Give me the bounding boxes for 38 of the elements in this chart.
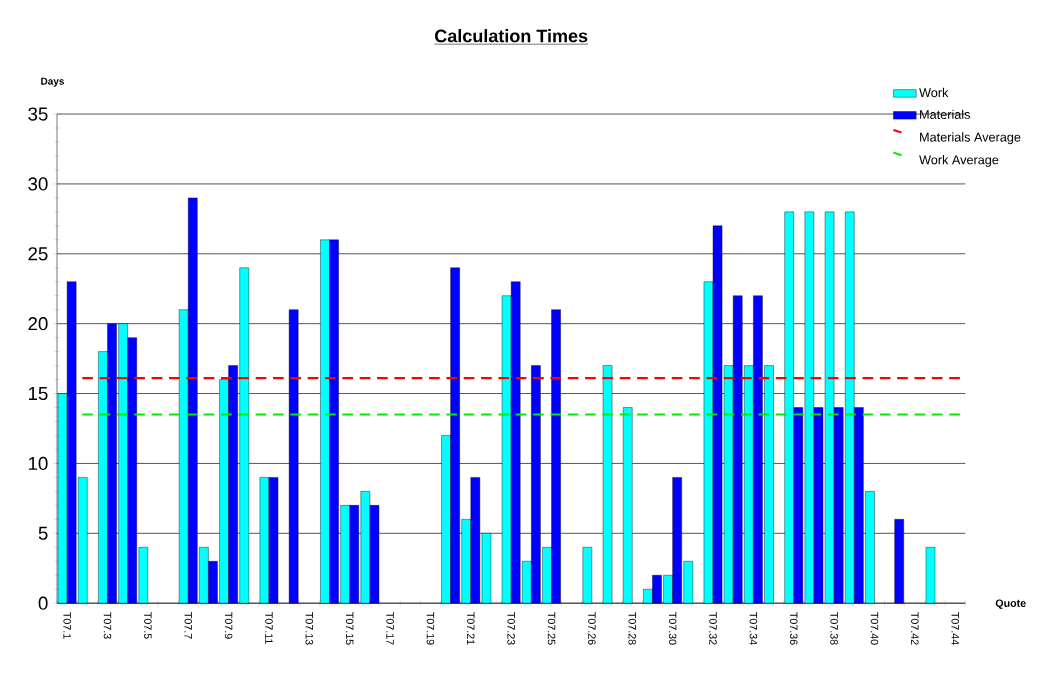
- x-tick-label: T07.11: [265, 612, 273, 644]
- x-tick-label: T07.17: [386, 612, 394, 645]
- x-tick-label: T07.13: [305, 612, 314, 645]
- x-tick-label: T07.25: [547, 612, 556, 645]
- legend-label: Materials Average: [920, 132, 1021, 145]
- x-tick-label: T07.3: [103, 612, 112, 639]
- y-axis-title: Days: [41, 77, 65, 87]
- x-tick-label: T07.40: [870, 612, 879, 645]
- x-tick-label: T07.28: [628, 612, 637, 645]
- y-tick-label: 15: [28, 386, 48, 400]
- x-tick-label: T07.30: [668, 612, 677, 645]
- y-tick-label: 10: [28, 456, 48, 470]
- y-tick-label: 25: [28, 247, 48, 261]
- x-tick-label: T07.34: [749, 612, 758, 645]
- x-tick-label: T07.5: [144, 612, 152, 639]
- chart-title: Calculation Times: [435, 29, 588, 43]
- y-tick-label: 20: [28, 316, 48, 331]
- x-tick-label: T07.15: [345, 612, 354, 645]
- x-tick-label: T07.32: [709, 612, 717, 645]
- y-tick-label: 0: [38, 596, 48, 610]
- x-tick-label: T07.38: [830, 612, 838, 645]
- x-tick-label: T07.21: [467, 612, 475, 645]
- legend-label: Work: [919, 87, 949, 98]
- x-tick-label: T07.9: [224, 612, 233, 639]
- legend-label: Work Average: [919, 154, 999, 167]
- legend-label: Materials: [920, 109, 970, 119]
- x-axis-title: Quote: [995, 599, 1026, 609]
- x-tick-label: T07.19: [426, 612, 435, 645]
- x-tick-label: T07.42: [911, 612, 919, 645]
- y-tick-label: 35: [28, 107, 48, 121]
- x-tick-label: T07.26: [588, 612, 596, 645]
- x-tick-label: T07.7: [184, 612, 192, 639]
- y-tick-label: 5: [38, 526, 48, 540]
- x-tick-label: T07.36: [789, 612, 798, 645]
- x-tick-label: T07.23: [507, 612, 515, 645]
- x-tick-label: T07.44: [951, 612, 959, 645]
- y-tick-label: 30: [28, 177, 48, 191]
- x-tick-label: T07.1: [63, 612, 71, 639]
